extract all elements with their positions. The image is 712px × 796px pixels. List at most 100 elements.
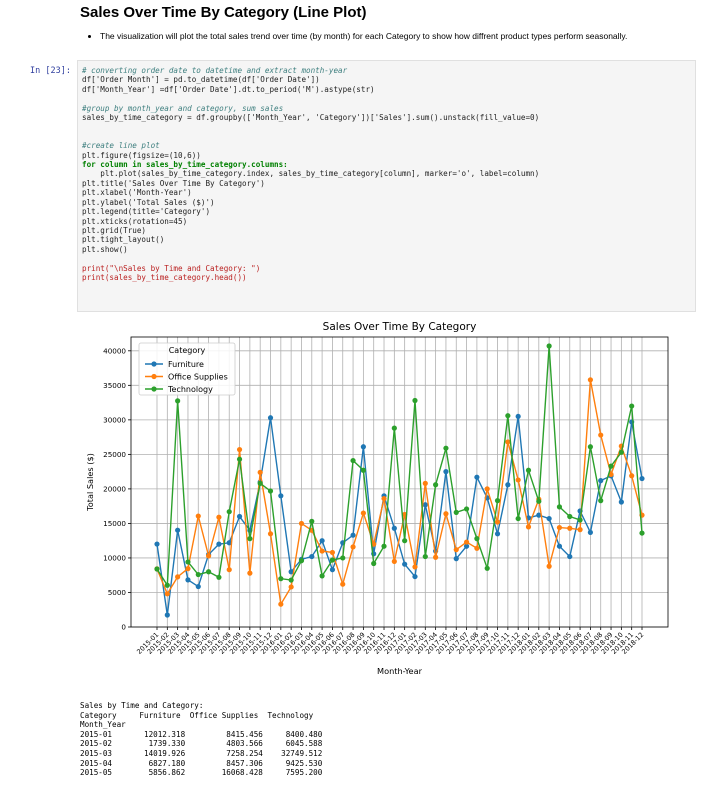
data-point [236, 446, 243, 453]
data-point [556, 524, 563, 531]
data-point [391, 425, 397, 431]
description-item: The visualization will plot the total sa… [100, 31, 627, 41]
data-point [185, 559, 191, 565]
data-point [216, 514, 222, 520]
data-point [381, 495, 387, 502]
data-point [340, 555, 346, 561]
y-tick-label: 35000 [103, 381, 126, 390]
y-tick-label: 25000 [103, 450, 126, 459]
data-point [216, 541, 222, 547]
data-point [185, 577, 191, 583]
data-point [267, 415, 274, 421]
data-point [556, 543, 563, 549]
code-line: plt.plot(sales_by_time_category.index, s… [82, 169, 540, 179]
legend-marker [151, 373, 157, 380]
data-point [391, 525, 397, 531]
data-point [175, 527, 181, 533]
data-point [577, 517, 583, 523]
data-point [567, 553, 573, 560]
data-point [226, 509, 232, 515]
data-point [515, 413, 521, 420]
data-point [278, 493, 284, 499]
data-point [577, 527, 583, 533]
x-axis-label: Month-Year [377, 666, 423, 676]
description-list: The visualization will plot the total sa… [90, 31, 627, 41]
data-point [618, 499, 624, 505]
data-point [319, 548, 325, 554]
data-point [484, 565, 490, 571]
cell-output: Sales by Time and Category: Category Fur… [80, 701, 322, 778]
data-point [587, 377, 594, 383]
data-point [236, 513, 243, 520]
data-point [422, 502, 428, 508]
data-point [360, 444, 366, 450]
legend-entry: Office Supplies [168, 372, 228, 381]
output-line: Category Furniture Office Supplies Techn… [80, 710, 314, 720]
data-point [474, 536, 480, 542]
data-point [453, 509, 459, 515]
data-point [226, 567, 232, 573]
y-tick-label: 40000 [103, 346, 126, 355]
plot-frame [130, 336, 669, 628]
data-point [453, 547, 459, 553]
data-point [288, 569, 294, 575]
data-point [433, 554, 439, 560]
data-point [267, 488, 274, 494]
data-point [515, 515, 521, 522]
data-point [175, 398, 181, 404]
code-line: plt.grid(True) [82, 225, 147, 235]
output-line: 2015-04 6827.180 8457.306 9425.530 [80, 758, 323, 768]
output-line: 2015-02 1739.330 4803.566 6045.588 [80, 739, 323, 749]
code-editor[interactable]: # converting order date to datetime and … [82, 66, 539, 282]
data-point [298, 558, 305, 564]
data-point [443, 511, 449, 517]
data-point [350, 532, 356, 538]
data-point [494, 498, 501, 504]
data-point [236, 456, 243, 462]
data-point [381, 543, 387, 549]
data-point [247, 570, 253, 576]
code-line: # converting order date to datetime and … [82, 66, 348, 75]
data-point [546, 515, 552, 522]
data-point [618, 449, 624, 455]
data-point [195, 583, 201, 590]
data-point [257, 469, 263, 475]
code-line: #group by month_year and category, sum s… [82, 103, 284, 113]
data-point [175, 574, 181, 580]
data-point [412, 573, 418, 580]
data-point [515, 477, 521, 483]
data-point [205, 569, 212, 575]
legend-entry: Furniture [168, 360, 204, 369]
code-line: plt.figure(figsize=(10,6)) [82, 150, 201, 160]
data-point [360, 510, 366, 516]
code-line: plt.show() [82, 244, 128, 254]
data-point [329, 567, 336, 573]
data-point [598, 478, 604, 484]
data-point [474, 545, 480, 551]
data-point [185, 566, 191, 572]
data-point [567, 525, 573, 531]
data-point [598, 432, 604, 438]
code-line: plt.title('Sales Over Time By Category') [82, 178, 265, 188]
output-line: 2015-01 12012.318 8415.456 8400.480 [80, 729, 323, 739]
data-point [567, 513, 573, 520]
data-point [371, 560, 377, 567]
data-point [525, 467, 532, 473]
y-tick-label: 15000 [103, 519, 126, 528]
output-line: Sales by Time and Category: [80, 701, 204, 710]
data-point [267, 531, 274, 537]
data-point [505, 439, 511, 445]
output-line: 2015-03 14019.926 7258.254 32749.512 [80, 748, 323, 758]
code-line: plt.xlabel('Month-Year') [82, 188, 192, 198]
data-point [288, 577, 294, 583]
data-point [247, 536, 253, 542]
code-line: for column in sales_by_time_category.col… [82, 160, 288, 170]
code-line: plt.tight_layout() [82, 235, 165, 245]
data-point [536, 512, 542, 518]
data-point [278, 576, 284, 582]
data-point [402, 538, 408, 544]
data-point [494, 519, 501, 525]
data-point [412, 397, 418, 404]
data-point [278, 601, 284, 607]
code-cell[interactable]: # converting order date to datetime and … [77, 60, 696, 312]
